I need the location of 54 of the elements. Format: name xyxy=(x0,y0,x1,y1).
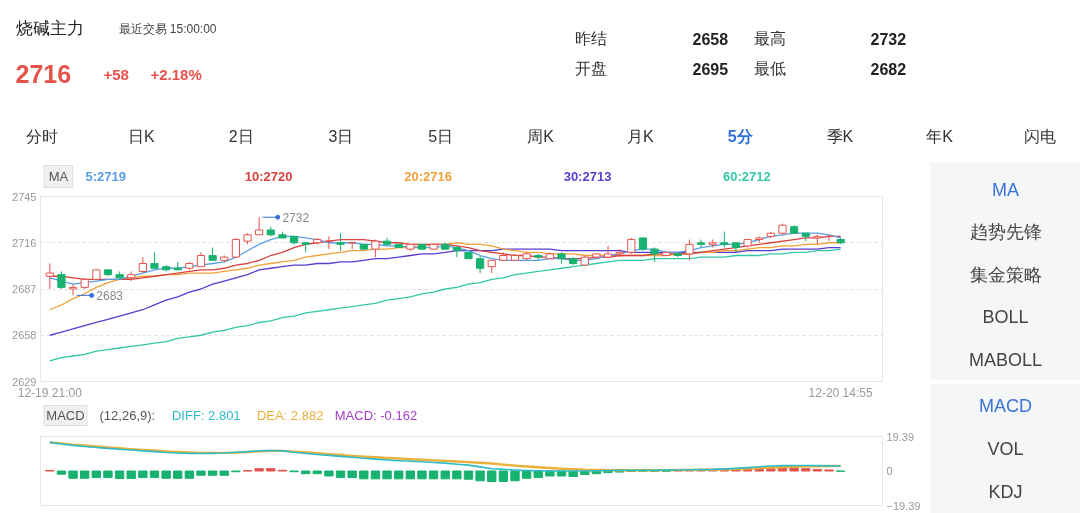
text: 周K xyxy=(527,128,555,145)
text: VOL xyxy=(987,438,1024,459)
text: 10:2720 xyxy=(244,169,293,184)
text: 2日 xyxy=(228,128,254,145)
text: MABOLL xyxy=(968,349,1043,370)
x-tick-label: 12-19 21:00 xyxy=(17,385,83,400)
text: 3日 xyxy=(328,128,354,145)
text: 分时 xyxy=(25,128,58,145)
text: 最低 xyxy=(753,60,786,77)
text: MACD xyxy=(979,395,1032,416)
text: BOLL xyxy=(982,307,1029,327)
text: DEA: 2.882 xyxy=(256,408,324,423)
text: 月K xyxy=(626,128,654,145)
text: 2695 xyxy=(692,60,729,78)
text: 5日 xyxy=(428,128,454,145)
text: 2682 xyxy=(870,60,907,78)
text: 昨结 xyxy=(574,30,607,47)
text: 最高 xyxy=(753,30,786,47)
x-tick-label: 12-20 14:55 xyxy=(808,385,873,400)
y-tick-label: 19.39 xyxy=(886,430,915,443)
text: 60:2712 xyxy=(723,169,771,184)
text: 烧碱主力 xyxy=(15,19,84,38)
text: +2.18% xyxy=(150,66,202,83)
chart-subtitle: (12,26,9): xyxy=(99,408,156,423)
text: DIFF: 2.801 xyxy=(171,408,241,423)
text: 20:2716 xyxy=(404,169,452,184)
y-tick-label: 2745 xyxy=(12,190,37,203)
text: MACD: -0.162 xyxy=(334,408,418,423)
legend-title: MA xyxy=(48,169,69,184)
text: KDJ xyxy=(988,481,1023,502)
y-tick-label: 2716 xyxy=(12,236,37,249)
text: 趋势先锋 xyxy=(969,222,1042,242)
text: 2732 xyxy=(870,30,907,48)
legend-title: MACD xyxy=(46,408,85,423)
y-tick-label: −19.39 xyxy=(886,499,921,512)
text: 开盘 xyxy=(574,60,607,77)
text: 集金策略 xyxy=(969,264,1042,285)
text: 最近交易 15:00:00 xyxy=(118,21,217,36)
annotation: 2683 xyxy=(96,288,124,303)
text: 季K xyxy=(826,128,854,145)
text: 年K xyxy=(926,128,954,145)
text: 30:2713 xyxy=(563,169,612,184)
text: 2658 xyxy=(692,30,729,48)
text: 闪电 xyxy=(1023,128,1056,145)
annotation: 2732 xyxy=(282,210,310,225)
y-tick-label: 2629 xyxy=(12,375,37,388)
text: +58 xyxy=(103,65,129,83)
text: 5:2719 xyxy=(85,169,126,184)
text: MA xyxy=(992,179,1019,200)
text: 日K xyxy=(127,128,155,145)
y-tick-label: 2687 xyxy=(12,283,37,295)
y-tick-label: 2658 xyxy=(12,329,37,342)
y-tick-label: 0 xyxy=(886,465,893,477)
text: 5分 xyxy=(727,128,754,145)
